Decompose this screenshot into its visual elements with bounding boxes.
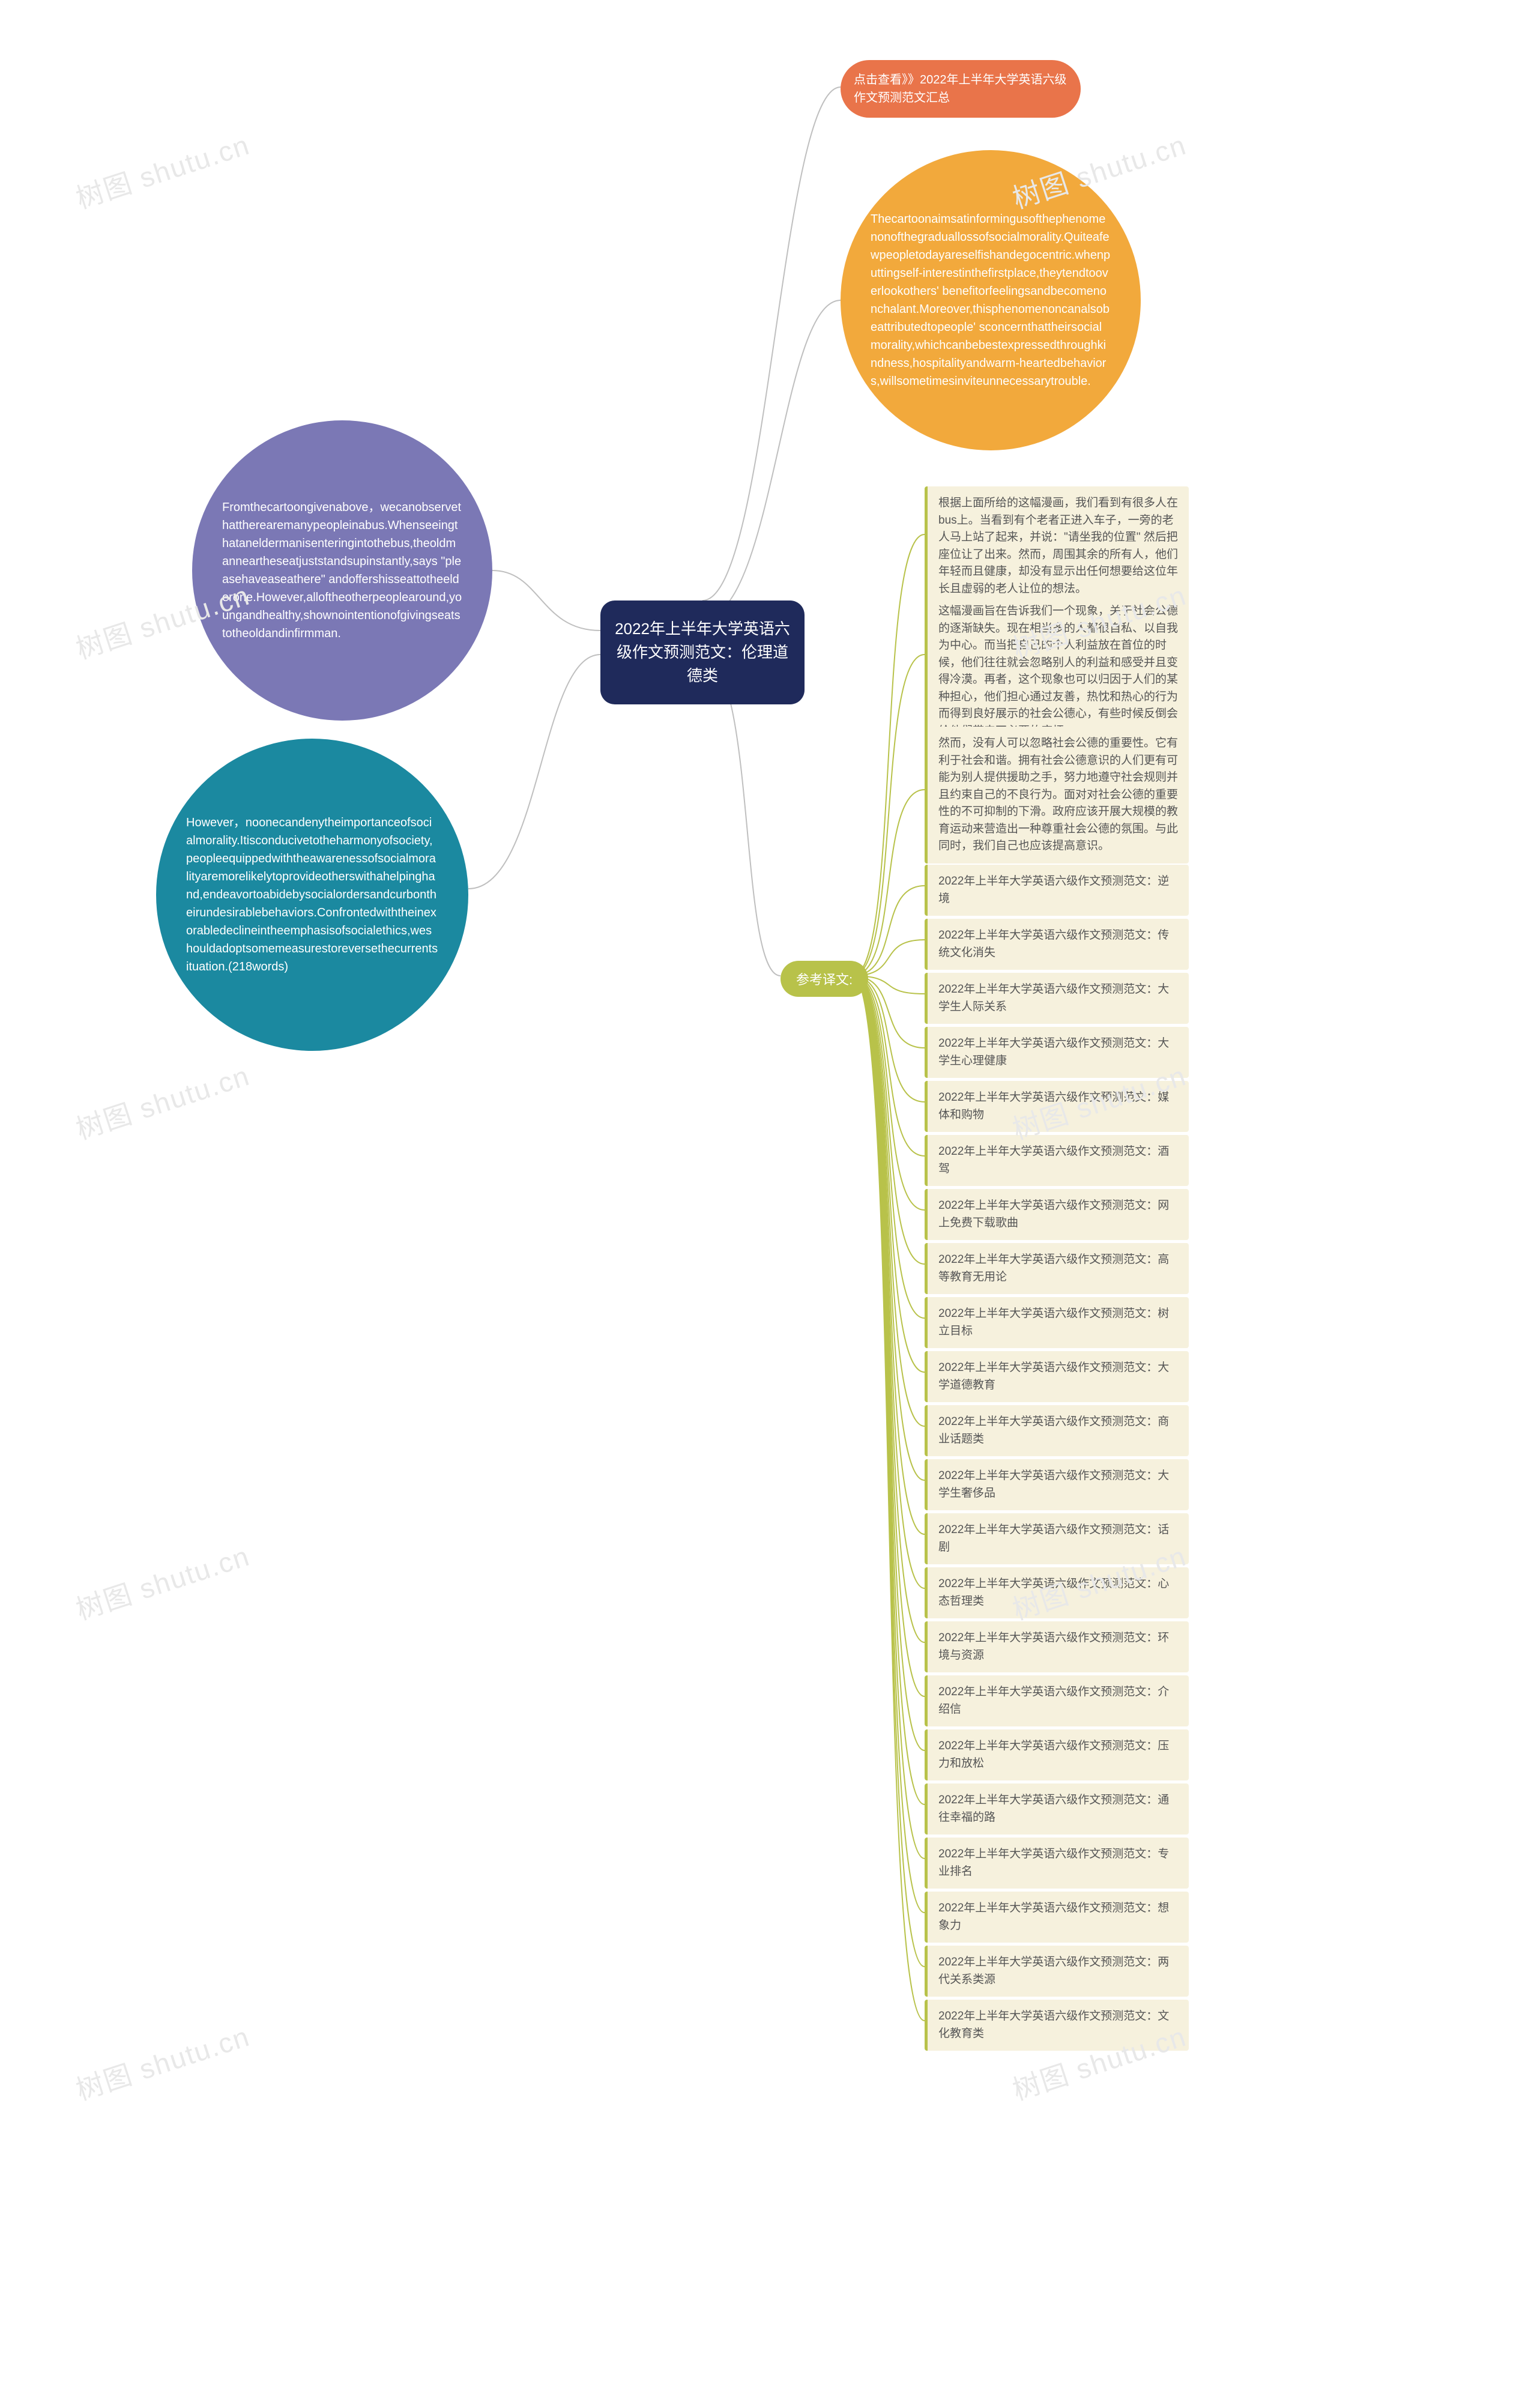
bubble-orange-paragraph: Thecartoonaimsatinformingusofthephenomen… [841,150,1141,450]
link-card[interactable]: 2022年上半年大学英语六级作文预测范文：商业话题类 [925,1405,1189,1456]
reference-translation-label: 参考译文: [781,961,868,997]
link-card[interactable]: 2022年上半年大学英语六级作文预测范文：想象力 [925,1892,1189,1943]
bubble-top-link[interactable]: 点击查看》》2022年上半年大学英语六级作文预测范文汇总 [841,60,1081,118]
bubble-purple-text: Fromthecartoongivenabove，wecanobservetha… [222,498,462,643]
link-card[interactable]: 2022年上半年大学英语六级作文预测范文：逆境 [925,865,1189,916]
watermark-text: 树图 shutu.cn [70,2015,254,2108]
link-card[interactable]: 2022年上半年大学英语六级作文预测范文：介绍信 [925,1675,1189,1726]
link-card[interactable]: 2022年上半年大学英语六级作文预测范文：大学生人际关系 [925,973,1189,1024]
bubble-orange-text: Thecartoonaimsatinformingusofthephenomen… [871,210,1111,390]
link-card[interactable]: 2022年上半年大学英语六级作文预测范文：媒体和购物 [925,1081,1189,1132]
link-card[interactable]: 2022年上半年大学英语六级作文预测范文：大学生奢侈品 [925,1459,1189,1510]
link-card[interactable]: 这幅漫画旨在告诉我们一个现象，关于社会公德的逐渐缺失。现在相当多的人都很自私、以… [925,594,1189,748]
link-card[interactable]: 2022年上半年大学英语六级作文预测范文：两代关系类源 [925,1946,1189,1997]
link-card[interactable]: 2022年上半年大学英语六级作文预测范文：酒驾 [925,1135,1189,1186]
watermark-text: 树图 shutu.cn [70,123,254,217]
link-card[interactable]: 根据上面所给的这幅漫画，我们看到有很多人在bus上。当看到有个老者正进入车子，一… [925,486,1189,606]
connector-lines [0,0,1537,2408]
link-card[interactable]: 2022年上半年大学英语六级作文预测范文：传统文化消失 [925,919,1189,970]
link-card[interactable]: 2022年上半年大学英语六级作文预测范文：高等教育无用论 [925,1243,1189,1294]
watermark-text: 树图 shutu.cn [70,1054,254,1148]
center-node: 2022年上半年大学英语六级作文预测范文：伦理道德类 [600,600,805,704]
link-card[interactable]: 2022年上半年大学英语六级作文预测范文：网上免费下载歌曲 [925,1189,1189,1240]
link-card[interactable]: 2022年上半年大学英语六级作文预测范文：话剧 [925,1513,1189,1564]
link-card[interactable]: 然而，没有人可以忽略社会公德的重要性。它有利于社会和谐。拥有社会公德意识的人们更… [925,727,1189,864]
bubble-purple-paragraph: Fromthecartoongivenabove，wecanobservetha… [192,420,492,721]
link-card[interactable]: 2022年上半年大学英语六级作文预测范文：环境与资源 [925,1621,1189,1672]
watermark-text: 树图 shutu.cn [70,1534,254,1628]
link-card[interactable]: 2022年上半年大学英语六级作文预测范文：通往幸福的路 [925,1783,1189,1835]
link-card[interactable]: 2022年上半年大学英语六级作文预测范文：心态哲理类 [925,1567,1189,1618]
bubble-teal-text: However，noonecandenytheimportanceofsocia… [186,814,438,976]
link-card[interactable]: 2022年上半年大学英语六级作文预测范文：大学生心理健康 [925,1027,1189,1078]
link-card[interactable]: 2022年上半年大学英语六级作文预测范文：大学道德教育 [925,1351,1189,1402]
link-card[interactable]: 2022年上半年大学英语六级作文预测范文：专业排名 [925,1838,1189,1889]
link-card[interactable]: 2022年上半年大学英语六级作文预测范文：文化教育类 [925,2000,1189,2051]
bubble-teal-paragraph: However，noonecandenytheimportanceofsocia… [156,739,468,1051]
link-card[interactable]: 2022年上半年大学英语六级作文预测范文：压力和放松 [925,1729,1189,1780]
link-card[interactable]: 2022年上半年大学英语六级作文预测范文：树立目标 [925,1297,1189,1348]
